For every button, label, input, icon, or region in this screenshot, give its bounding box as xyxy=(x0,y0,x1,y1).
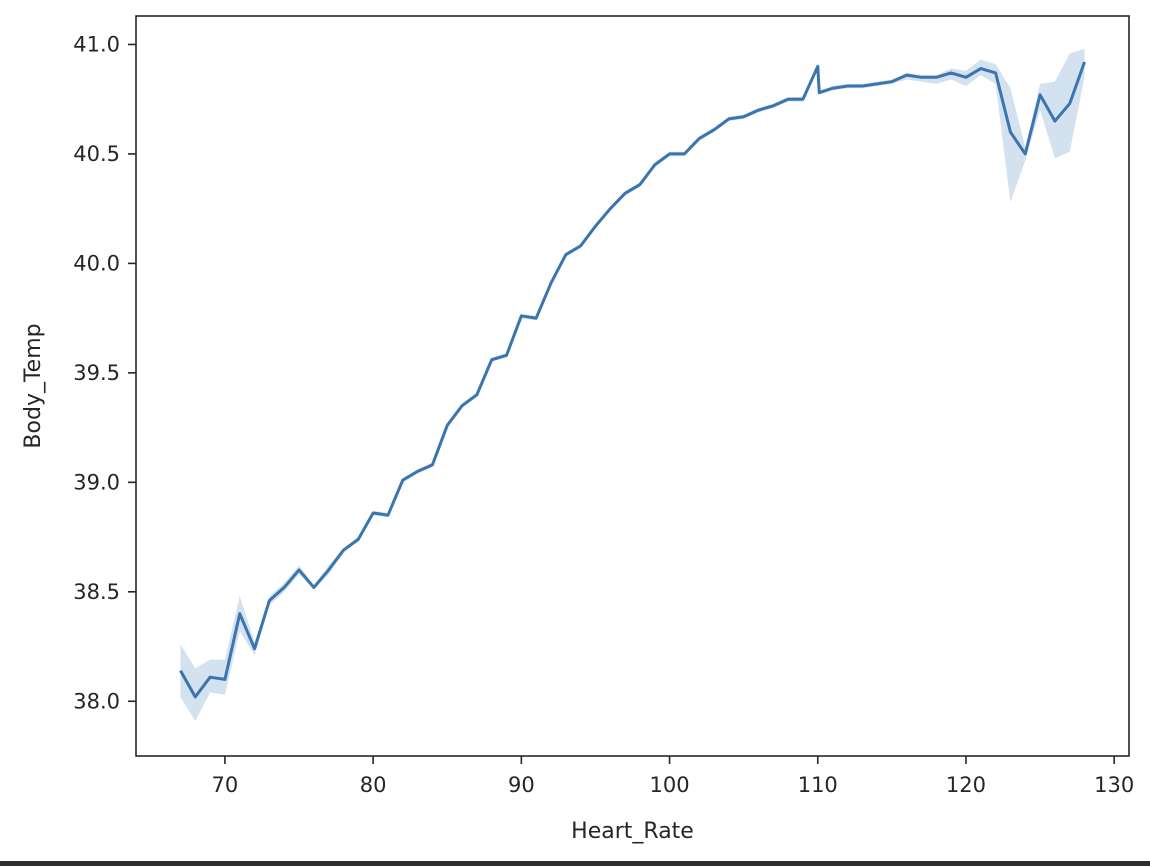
axes-frame xyxy=(135,15,1130,757)
y-tick-label: 38.5 xyxy=(73,580,120,604)
y-tick-label: 40.5 xyxy=(73,142,120,166)
y-tick-label: 39.5 xyxy=(73,361,120,385)
x-axis-ticks: 70 80 90 100 110 120 130 xyxy=(212,756,1134,797)
y-tick-label: 40.0 xyxy=(73,251,120,275)
x-tick-label: 100 xyxy=(650,773,690,797)
y-tick-label: 38.0 xyxy=(73,689,120,713)
confidence-band xyxy=(180,48,1085,721)
y-tick-label: 39.0 xyxy=(73,470,120,494)
x-tick-label: 80 xyxy=(360,773,387,797)
y-axis-label: Body_Temp xyxy=(21,323,46,448)
x-tick-label: 110 xyxy=(798,773,838,797)
x-tick-label: 90 xyxy=(508,773,535,797)
x-tick-label: 130 xyxy=(1094,773,1134,797)
y-tick-label: 41.0 xyxy=(73,32,120,56)
plot-area xyxy=(179,48,1086,721)
series-line xyxy=(179,61,1086,699)
x-tick-label: 120 xyxy=(946,773,986,797)
window-bottom-edge xyxy=(0,861,1150,866)
x-tick-label: 70 xyxy=(212,773,239,797)
x-axis-label: Heart_Rate xyxy=(571,819,694,844)
y-axis-ticks: 38.0 38.5 39.0 39.5 40.0 40.5 41.0 xyxy=(73,32,136,713)
